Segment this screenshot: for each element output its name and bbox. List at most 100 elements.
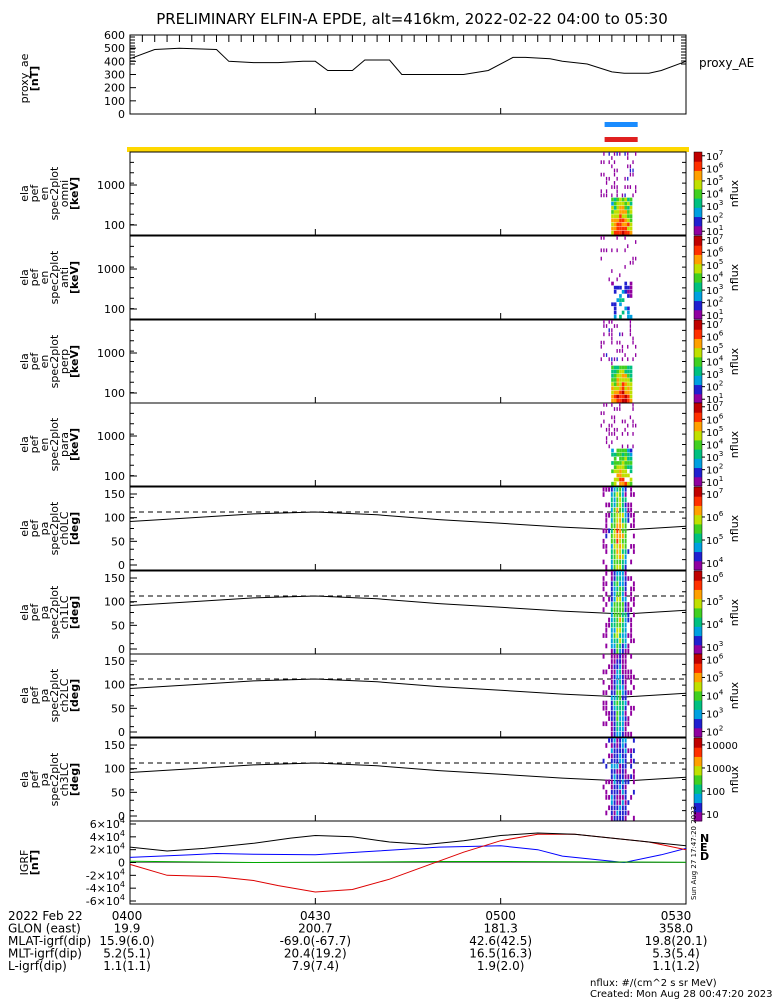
spectrogram-cell xyxy=(603,340,605,345)
y-axis-label-line: [nT] xyxy=(28,66,41,91)
spectrogram-cell xyxy=(624,289,628,294)
spectrogram-cell xyxy=(627,394,630,399)
pitch-angle-cell xyxy=(610,523,613,528)
spectrogram-cell xyxy=(629,218,633,223)
spectrogram-cell xyxy=(611,403,613,407)
spectrogram-cell xyxy=(629,477,633,482)
colorbar-tick-label: 101 xyxy=(706,391,723,406)
orbit-row-value: 15.9(6.0) xyxy=(99,934,154,948)
colorbar-segment xyxy=(694,709,702,720)
y-axis-label-line: spec2plot xyxy=(48,585,61,639)
pitch-angle-cell xyxy=(613,633,616,638)
pitch-angle-cell xyxy=(624,779,627,785)
spectrogram-cell xyxy=(624,469,628,474)
pitch-angle-cell xyxy=(613,664,616,670)
pitch-angle-cell xyxy=(610,622,613,628)
pitch-angle-cell xyxy=(630,492,633,497)
spectrogram-cell xyxy=(600,189,602,194)
pitch-angle-cell xyxy=(619,643,622,649)
colorbar-tick-label: 101 xyxy=(706,223,723,238)
pitch-angle-cell xyxy=(619,559,622,565)
pitch-angle-cell xyxy=(632,544,635,549)
y-axis-label-line: [keV] xyxy=(68,428,81,461)
spectrogram-cell xyxy=(611,269,613,273)
spectrogram-cell xyxy=(611,222,614,227)
pitch-angle-cell xyxy=(621,512,624,518)
colorbar-segment xyxy=(694,784,702,794)
pitch-angle-cell xyxy=(610,612,613,618)
spectrogram-cell xyxy=(629,226,633,231)
spectrogram-cell xyxy=(619,201,622,206)
pitch-angle-cell xyxy=(619,700,622,706)
colorbar-tick-label: 104 xyxy=(706,354,724,369)
spectrogram-cell xyxy=(613,168,616,173)
pitch-angle-cell xyxy=(619,648,622,654)
pitch-angle-cell xyxy=(627,648,630,654)
energy-y-tick-label: 100 xyxy=(104,303,125,316)
colorbar-segment xyxy=(694,347,702,358)
pitch-angle-cell xyxy=(616,654,619,659)
spectrogram-cell xyxy=(603,419,605,424)
pitch-angle-cell xyxy=(619,507,622,513)
colorbar-segment xyxy=(694,496,702,506)
igrf-y-tick-label: 4×104 xyxy=(90,829,125,844)
pitch-angle-cell xyxy=(619,497,622,503)
spectrogram-cell xyxy=(600,172,602,177)
pitch-angle-cell xyxy=(624,795,627,800)
colorbar-tick-label: 107 xyxy=(706,232,723,247)
y-axis-label-line: ela xyxy=(18,436,31,453)
footer-units: nflux: #/(cm^2 s sr MeV) xyxy=(590,978,717,989)
interval-bar-blue xyxy=(604,122,638,127)
pitch-angle-cell xyxy=(605,779,608,785)
proxy-ae-y-tick-label: 100 xyxy=(104,95,125,108)
pitch-angle-cell xyxy=(616,769,619,774)
spectrogram-cell xyxy=(627,201,630,206)
pitch-angle-cell xyxy=(610,738,613,743)
pitch-y-tick-label: 150 xyxy=(104,488,125,501)
pitch-angle-cell xyxy=(621,690,624,695)
pitch-angle-cell xyxy=(605,512,608,518)
spectrogram-cell xyxy=(616,357,618,362)
orbit-row-value: 0500 xyxy=(485,909,516,923)
spectrogram-cell xyxy=(605,403,608,407)
colorbar-segment xyxy=(694,263,702,274)
pitch-angle-cell xyxy=(627,607,630,612)
pitch-angle-cell xyxy=(621,659,624,664)
pitch-angle-cell xyxy=(632,638,635,644)
y-axis-label-line: [deg] xyxy=(68,679,81,712)
pitch-angle-cell xyxy=(630,544,633,549)
pitch-angle-cell xyxy=(621,738,624,743)
pitch-angle-cell xyxy=(621,497,624,503)
pitch-angle-cell xyxy=(619,779,622,785)
loss-cone-line xyxy=(129,595,687,615)
pitch-angle-cell xyxy=(610,497,613,503)
colorbar-tick-label: 104 xyxy=(706,688,724,703)
pitch-angle-cell xyxy=(632,518,635,523)
pitch-angle-cell xyxy=(621,815,624,821)
spectrogram-cell xyxy=(616,477,620,482)
colorbar-segment xyxy=(694,802,702,813)
pitch-angle-cell xyxy=(630,596,633,602)
spectrogram-cell xyxy=(629,214,633,218)
spectrogram-cell xyxy=(621,432,624,436)
pitch-angle-cell xyxy=(610,800,613,805)
pitch-angle-cell xyxy=(605,564,608,570)
spectrogram-cell xyxy=(621,310,625,315)
spectrogram-cell xyxy=(613,456,617,461)
colorbar-tick-label: 104 xyxy=(706,186,724,201)
spectrogram-cell xyxy=(616,473,620,478)
spectrogram-cell xyxy=(619,456,622,461)
pitch-angle-cell xyxy=(630,654,633,659)
y-axis-label-line: pef xyxy=(28,184,41,203)
pitch-angle-cell xyxy=(624,654,627,659)
spectrogram-cell xyxy=(616,214,620,218)
spectrogram-cell xyxy=(608,432,610,436)
spectrogram-cell xyxy=(627,314,630,319)
y-axis-label-line: IGRF xyxy=(18,850,31,876)
pitch-angle-cell xyxy=(621,622,624,628)
y-axis-label-line: ela xyxy=(18,185,31,202)
pitch-angle-cell xyxy=(616,779,619,785)
spectrogram-cell xyxy=(635,353,637,357)
colorbar-segment xyxy=(694,644,702,655)
